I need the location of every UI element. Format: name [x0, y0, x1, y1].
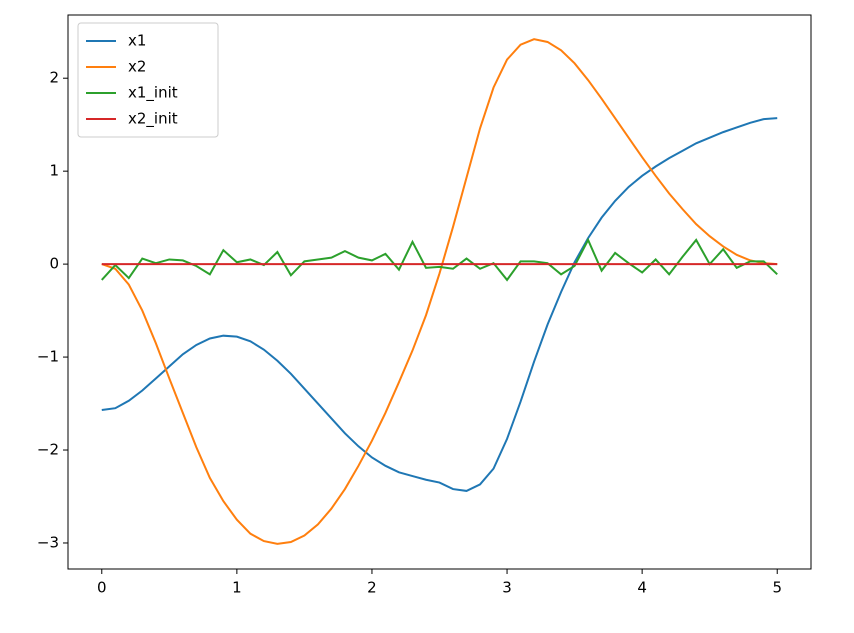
x-tick-label: 1 [232, 579, 242, 597]
legend-box [77, 22, 219, 138]
y-tick-label: 0 [49, 255, 59, 273]
data-line [101, 38, 778, 545]
y-tick-label: −1 [37, 348, 59, 366]
y-tick-label: −2 [37, 441, 59, 459]
legend-label: x1 [128, 32, 146, 50]
x-tick-label: 5 [772, 579, 782, 597]
x-tick-label: 2 [367, 579, 377, 597]
x-tick-label: 3 [502, 579, 512, 597]
data-line [101, 117, 778, 492]
legend-label: x2 [128, 58, 146, 76]
data-line [101, 237, 778, 282]
x-tick-label: 0 [97, 579, 107, 597]
legend-label: x1_init [128, 84, 178, 103]
y-tick-label: 2 [49, 69, 59, 87]
legend-label: x2_init [128, 110, 178, 129]
y-tick-label: 1 [49, 162, 59, 180]
x-tick-label: 4 [637, 579, 647, 597]
y-tick-label: −3 [37, 533, 59, 551]
